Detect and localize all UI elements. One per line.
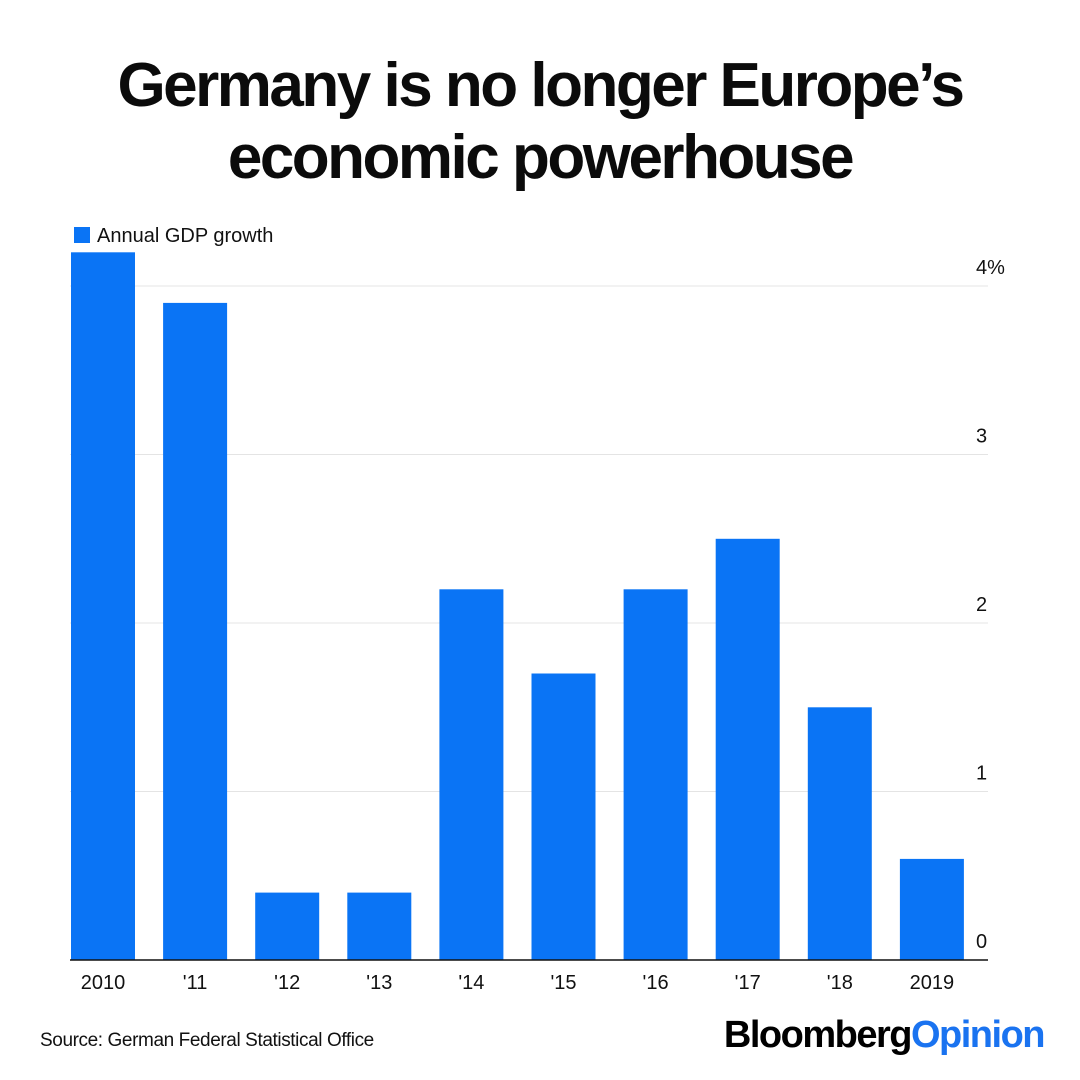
bar xyxy=(439,589,504,960)
y-tick-label: 3 xyxy=(976,426,987,448)
x-category-label: '12 xyxy=(274,972,300,994)
y-tick-label: 0 xyxy=(976,931,987,953)
brand-logo-opinion: Opinion xyxy=(910,1014,1046,1056)
bar xyxy=(899,858,964,960)
x-category-label: '18 xyxy=(827,972,853,994)
legend: Annual GDP growth xyxy=(74,225,273,247)
bar xyxy=(255,892,320,960)
y-tick-label: 2 xyxy=(976,594,987,616)
y-axis-tick-labels: 0 1 2 3 4% xyxy=(976,257,1005,953)
chart-title-line-1: Germany is no longer Europe’s xyxy=(117,51,965,120)
x-category-label: '15 xyxy=(550,972,576,994)
bar xyxy=(347,892,412,960)
chart-title: Germany is no longer Europe’s economic p… xyxy=(0,50,1080,194)
legend-swatch xyxy=(74,227,90,243)
bars xyxy=(71,252,964,961)
bar xyxy=(163,302,228,960)
x-category-label: 2019 xyxy=(910,972,955,994)
y-tick-label: 4% xyxy=(976,257,1005,279)
source-note: Source: German Federal Statistical Offic… xyxy=(40,1030,374,1051)
x-category-label: '13 xyxy=(366,972,392,994)
chart-title-line-2: economic powerhouse xyxy=(227,123,855,192)
legend-label: Annual GDP growth xyxy=(97,225,273,247)
x-axis-category-labels: 2010 '11 '12 '13 '14 '15 '16 '17 '18 2019 xyxy=(81,972,954,994)
bar xyxy=(71,252,135,961)
bar xyxy=(531,673,596,960)
y-tick-label: 1 xyxy=(976,763,987,785)
bar-chart: Annual GDP growth 0 1 2 3 4% 2010 '11 '12 '13 '1… xyxy=(70,225,1005,994)
bar xyxy=(715,538,780,961)
bar xyxy=(807,707,872,961)
x-category-label: '16 xyxy=(643,972,669,994)
x-category-label: 2010 xyxy=(81,972,126,994)
x-category-label: '17 xyxy=(735,972,761,994)
x-category-label: '14 xyxy=(458,972,484,994)
brand-logo: BloombergOpinion xyxy=(723,1014,1046,1057)
bar xyxy=(623,589,688,960)
brand-logo-bloomberg: Bloomberg xyxy=(723,1014,913,1056)
x-category-label: '11 xyxy=(183,972,208,994)
